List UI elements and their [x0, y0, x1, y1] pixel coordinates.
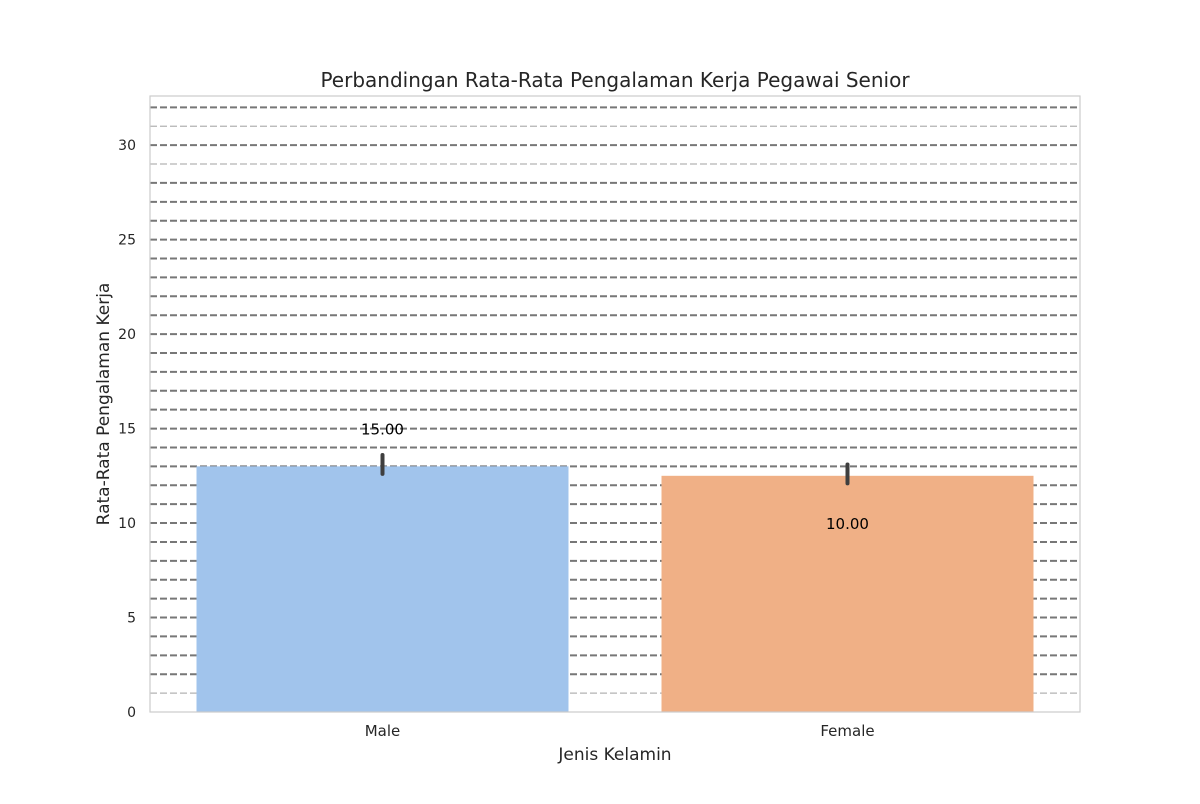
- chart-title: Perbandingan Rata-Rata Pengalaman Kerja …: [320, 68, 910, 92]
- plot-frame: [149, 95, 1081, 713]
- y-tick-label: 15: [118, 422, 136, 438]
- x-tick-label: Female: [820, 722, 874, 740]
- y-tick-label: 0: [127, 705, 136, 721]
- y-tick-label: 5: [127, 611, 136, 627]
- data-labels: 15.00 10.00: [361, 421, 869, 533]
- data-label: 15.00: [361, 421, 404, 439]
- y-tick-label: 25: [118, 233, 136, 249]
- x-axis-label: Jenis Kelamin: [557, 745, 671, 765]
- data-label: 10.00: [826, 515, 869, 533]
- y-axis-label: Rata-Rata Pengalaman Kerja: [94, 283, 114, 526]
- bar: [196, 466, 569, 712]
- bars: [196, 453, 1034, 712]
- bar: [661, 475, 1034, 712]
- y-tick-label: 30: [118, 138, 136, 154]
- y-tick-label: 10: [118, 516, 136, 532]
- y-tick-label: 20: [118, 327, 136, 343]
- axis-ticks: 0 5 10 15 20 25 30 Male Female: [118, 138, 874, 740]
- x-tick-label: Male: [365, 722, 401, 740]
